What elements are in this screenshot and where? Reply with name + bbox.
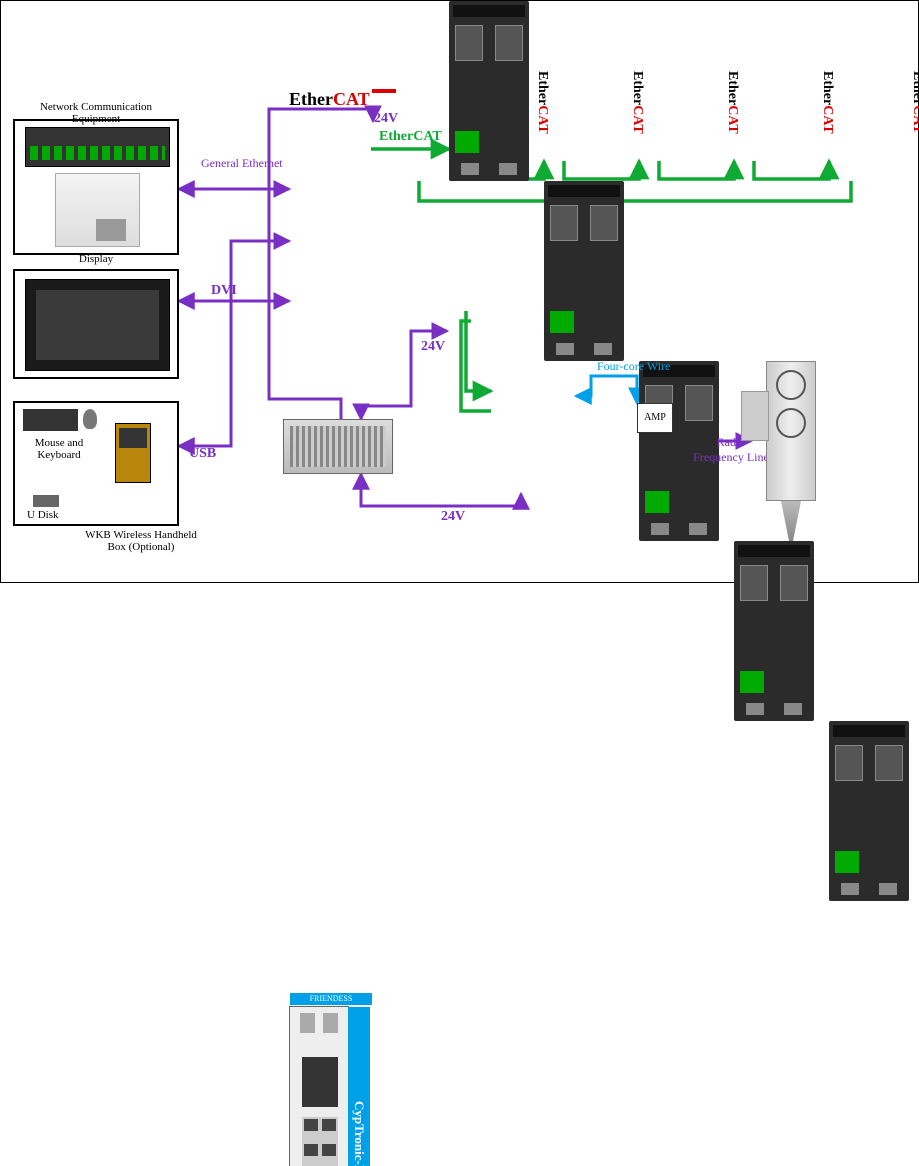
servo-drive-2 bbox=[544, 181, 624, 361]
network-equipment-box: Network Communication Equipment bbox=[13, 119, 179, 255]
ethercat-logo-v1: EtherCAT bbox=[534, 71, 550, 134]
wkb-label: WKB Wireless Handheld Box (Optional) bbox=[81, 529, 201, 553]
cyptronic-side-label: CypTronic-E bbox=[348, 1007, 370, 1166]
friendess-badge: FRIENDESS bbox=[290, 993, 372, 1005]
ethernet-ports bbox=[302, 1057, 338, 1107]
udisk-label: U Disk bbox=[27, 509, 58, 521]
mouse-kbd-label: Mouse and Keyboard bbox=[23, 437, 95, 461]
input-devices-box: Mouse and Keyboard U Disk bbox=[13, 401, 179, 526]
label-ethercat-link: EtherCAT bbox=[379, 129, 442, 145]
label-usb: USB bbox=[189, 446, 216, 462]
keyboard-icon bbox=[23, 409, 78, 431]
servo-drive-5 bbox=[829, 721, 909, 901]
amp-module: AMP bbox=[637, 403, 673, 433]
psu-icon bbox=[283, 419, 393, 474]
display-box: Display bbox=[13, 269, 179, 379]
monitor-icon bbox=[25, 279, 170, 371]
mouse-icon bbox=[83, 409, 97, 429]
display-title: Display bbox=[15, 253, 177, 265]
handheld-icon bbox=[115, 423, 151, 483]
label-24v-bot: 24V bbox=[441, 509, 465, 525]
server-icon bbox=[55, 173, 140, 247]
cyptronic-controller: FRIENDESS CypTronic-E bbox=[289, 1006, 349, 1166]
servo-drive-4 bbox=[734, 541, 814, 721]
ethercat-logo-v4: EtherCAT bbox=[819, 71, 835, 134]
ethercat-logo-v5: EtherCAT bbox=[909, 71, 919, 134]
usb-ports bbox=[302, 1117, 338, 1166]
label-general-ethernet: General Ethernet bbox=[201, 156, 283, 171]
router-icon bbox=[25, 127, 170, 167]
label-four-core: Four-core Wire bbox=[597, 359, 670, 374]
amp-label: AMP bbox=[644, 412, 666, 423]
label-dvi: DVI bbox=[211, 283, 237, 299]
ethercat-logo-top: EtherCAT bbox=[289, 89, 396, 110]
network-equipment-title: Network Communication Equipment bbox=[15, 101, 177, 125]
ethercat-logo-v3: EtherCAT bbox=[724, 71, 740, 134]
ecat-cat: CAT bbox=[535, 105, 550, 134]
label-24v-mid: 24V bbox=[421, 339, 445, 355]
ecat-ether: Ether bbox=[535, 71, 550, 105]
ethercat-logo-v2: EtherCAT bbox=[629, 71, 645, 134]
cutting-head bbox=[741, 361, 841, 551]
udisk-icon bbox=[33, 495, 59, 507]
servo-drive-1 bbox=[449, 1, 529, 181]
label-24v-top: 24V bbox=[374, 111, 398, 127]
